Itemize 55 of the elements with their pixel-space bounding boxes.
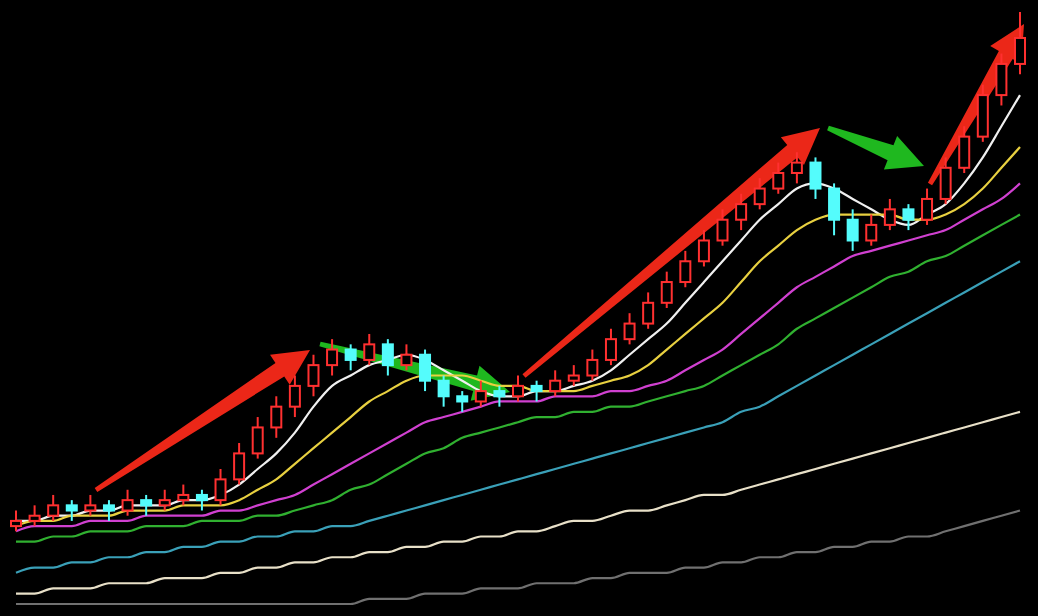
candlestick	[604, 327, 617, 367]
candlestick	[474, 379, 487, 408]
candlestick	[716, 208, 729, 247]
candlestick	[790, 151, 803, 185]
candlestick	[660, 270, 673, 309]
candlestick	[456, 390, 469, 413]
candlestick	[177, 483, 190, 507]
candlestick	[344, 343, 357, 372]
candlestick	[121, 488, 134, 517]
candlestick	[437, 374, 450, 408]
candlestick	[140, 493, 153, 517]
candlestick	[567, 364, 580, 387]
candlestick	[530, 379, 543, 403]
candlestick	[47, 493, 60, 522]
candlestick	[28, 504, 41, 528]
candlestick	[883, 197, 896, 232]
candlestick	[642, 291, 655, 330]
candlestick	[995, 52, 1008, 107]
candlestick	[326, 338, 339, 377]
candlestick	[549, 369, 562, 398]
candlestick	[697, 229, 710, 268]
candlestick	[493, 384, 506, 408]
candlestick	[586, 348, 599, 382]
candlestick	[753, 177, 766, 211]
candlestick	[902, 203, 915, 232]
candlestick	[623, 312, 636, 346]
candlestick	[772, 161, 785, 195]
candlestick	[10, 509, 22, 533]
candlestick	[84, 493, 97, 517]
candlestick	[102, 499, 115, 522]
candlestick	[1014, 11, 1026, 76]
candlestick	[958, 125, 971, 174]
candlestick	[288, 374, 301, 419]
candlestick	[400, 343, 413, 372]
candlestick	[846, 208, 859, 252]
candlestick	[214, 467, 227, 507]
candlestick	[158, 488, 171, 512]
candlestick	[679, 249, 692, 289]
candlestick	[233, 442, 246, 486]
candlestick	[865, 213, 878, 247]
candlestick	[307, 353, 320, 398]
candlestick	[976, 83, 989, 143]
candlestick	[381, 338, 394, 377]
candlestick	[828, 182, 841, 237]
candlestick	[270, 395, 283, 439]
candlestick	[512, 374, 524, 403]
candlestick	[921, 187, 934, 226]
candlestick	[65, 499, 78, 522]
candlestick	[195, 488, 208, 512]
candlestick	[419, 348, 432, 393]
candlestick	[363, 332, 376, 367]
candlestick	[939, 156, 952, 206]
candlestick	[735, 192, 748, 232]
candlestick	[809, 156, 822, 200]
candlestick	[251, 416, 264, 460]
